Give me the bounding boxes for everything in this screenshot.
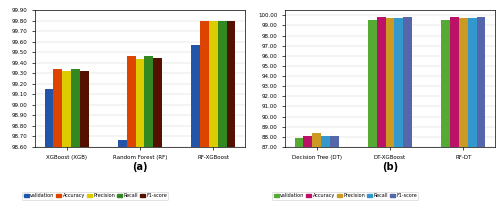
Bar bbox=[330, 136, 338, 204]
Legend: validation, Accuracy, Precision, Recall, F1-score: validation, Accuracy, Precision, Recall,… bbox=[272, 192, 418, 200]
Bar bbox=[321, 136, 330, 204]
Bar bbox=[450, 17, 459, 204]
Bar bbox=[54, 69, 62, 204]
Bar bbox=[136, 59, 144, 204]
Bar bbox=[218, 21, 226, 204]
X-axis label: (b): (b) bbox=[382, 162, 398, 172]
Bar bbox=[118, 140, 127, 204]
Bar bbox=[304, 136, 312, 204]
Bar bbox=[403, 17, 412, 204]
Bar bbox=[127, 57, 136, 204]
Bar bbox=[294, 138, 304, 204]
Bar bbox=[44, 89, 54, 204]
Bar bbox=[71, 69, 80, 204]
Bar bbox=[80, 71, 88, 204]
Bar bbox=[442, 20, 450, 204]
Bar bbox=[192, 45, 200, 204]
Bar bbox=[368, 20, 377, 204]
Bar bbox=[226, 21, 235, 204]
Bar bbox=[312, 133, 321, 204]
Legend: validation, Accuracy, Precision, Recall, F1-score: validation, Accuracy, Precision, Recall,… bbox=[22, 192, 168, 200]
Bar bbox=[386, 18, 394, 204]
Bar bbox=[459, 18, 468, 204]
Bar bbox=[153, 58, 162, 204]
Bar bbox=[476, 17, 486, 204]
Bar bbox=[144, 57, 153, 204]
X-axis label: (a): (a) bbox=[132, 162, 148, 172]
Bar bbox=[62, 71, 71, 204]
Bar bbox=[200, 21, 209, 204]
Bar bbox=[468, 18, 476, 204]
Bar bbox=[377, 17, 386, 204]
Bar bbox=[209, 21, 218, 204]
Bar bbox=[394, 18, 403, 204]
